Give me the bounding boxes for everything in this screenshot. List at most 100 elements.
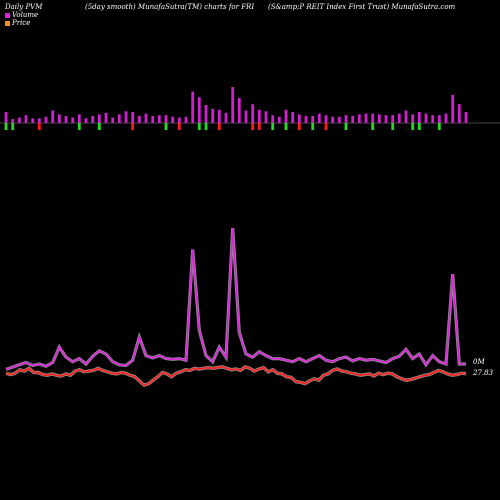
volume-bar bbox=[97, 114, 101, 123]
volume-bar-down bbox=[11, 123, 15, 130]
volume-bar bbox=[204, 105, 208, 123]
volume-bar-down bbox=[164, 123, 168, 130]
chart-period-label: Daily PVM bbox=[5, 3, 43, 11]
volume-bar bbox=[324, 115, 328, 123]
volume-bar-down bbox=[344, 123, 348, 130]
volume-bar bbox=[37, 118, 41, 123]
volume-bar bbox=[297, 114, 301, 123]
volume-bar-down bbox=[131, 123, 135, 130]
volume-bar bbox=[237, 98, 241, 123]
volume-bar bbox=[291, 112, 295, 123]
volume-bar-down bbox=[4, 123, 8, 130]
volume-swatch-icon bbox=[5, 12, 10, 18]
volume-bar bbox=[357, 114, 361, 123]
volume-bar bbox=[464, 112, 468, 123]
volume-line bbox=[5, 227, 466, 371]
volume-bar bbox=[224, 112, 228, 123]
volume-bar bbox=[411, 114, 415, 123]
volume-bar bbox=[164, 115, 168, 123]
volume-bar-down bbox=[217, 123, 221, 130]
volume-bar-down bbox=[391, 123, 395, 130]
volume-bar bbox=[264, 111, 268, 123]
volume-bar-down bbox=[204, 123, 208, 130]
volume-bar bbox=[171, 116, 175, 123]
volume-bar bbox=[344, 115, 348, 123]
volume-bar bbox=[304, 116, 308, 123]
legend-volume: Volume bbox=[5, 11, 38, 19]
volume-bar bbox=[184, 116, 188, 123]
volume-bar bbox=[424, 113, 428, 123]
volume-bar bbox=[51, 110, 55, 123]
volume-bar bbox=[104, 112, 108, 123]
volume-bar bbox=[371, 113, 375, 123]
volume-bar bbox=[397, 113, 401, 123]
volume-bar bbox=[197, 97, 201, 123]
volume-bar bbox=[84, 118, 88, 123]
volume-bar bbox=[284, 109, 288, 123]
volume-bar bbox=[124, 111, 128, 123]
volume-bar bbox=[4, 112, 8, 123]
volume-bar bbox=[137, 116, 141, 123]
volume-bar bbox=[177, 117, 181, 123]
volume-bar-down bbox=[297, 123, 301, 130]
volume-bar bbox=[211, 108, 215, 123]
volume-bar-down bbox=[371, 123, 375, 130]
volume-bar-down bbox=[177, 123, 181, 130]
volume-bar-down bbox=[411, 123, 415, 130]
legend-price: Price bbox=[5, 19, 30, 27]
volume-bar-down bbox=[284, 123, 288, 130]
price-swatch-icon bbox=[5, 20, 10, 26]
volume-bar bbox=[431, 115, 435, 123]
volume-bar bbox=[11, 119, 15, 123]
volume-bar bbox=[351, 116, 355, 123]
volume-bar bbox=[31, 118, 35, 123]
price-line bbox=[5, 365, 467, 387]
volume-end-label: 0M bbox=[473, 358, 485, 366]
volume-bar-down bbox=[257, 123, 261, 130]
volume-bar bbox=[337, 116, 341, 123]
volume-bar bbox=[271, 115, 275, 123]
volume-bar bbox=[331, 116, 335, 123]
volume-bar bbox=[377, 114, 381, 123]
volume-bar bbox=[417, 112, 421, 123]
volume-bar bbox=[457, 104, 461, 123]
volume-bar bbox=[64, 116, 68, 123]
volume-bar-down bbox=[251, 123, 255, 130]
volume-line-glow bbox=[5, 227, 466, 371]
volume-bar bbox=[131, 112, 135, 123]
legend-volume-label: Volume bbox=[12, 11, 39, 19]
volume-bar bbox=[71, 117, 75, 123]
volume-bar-down bbox=[311, 123, 315, 130]
volume-bar bbox=[277, 116, 281, 123]
volume-bar-down bbox=[197, 123, 201, 130]
volume-bar-down bbox=[324, 123, 328, 130]
volume-bar bbox=[244, 110, 248, 123]
volume-bar bbox=[444, 113, 448, 123]
volume-bar-down bbox=[97, 123, 101, 130]
volume-bar bbox=[57, 114, 61, 123]
price-end-label: 27.83 bbox=[472, 369, 494, 377]
volume-bar bbox=[24, 115, 28, 123]
volume-bar bbox=[91, 116, 95, 123]
volume-bar bbox=[157, 115, 161, 123]
volume-bar bbox=[384, 115, 388, 123]
volume-bar bbox=[231, 87, 235, 123]
volume-bar bbox=[251, 104, 255, 123]
volume-bar bbox=[217, 109, 221, 123]
volume-bar bbox=[257, 109, 261, 123]
volume-bar bbox=[451, 94, 455, 123]
legend-price-label: Price bbox=[12, 19, 31, 27]
volume-bar bbox=[317, 113, 321, 123]
volume-bar bbox=[437, 115, 441, 123]
volume-bar bbox=[117, 114, 121, 123]
volume-bar bbox=[311, 116, 315, 123]
volume-bar bbox=[144, 113, 148, 123]
chart-subtitle: (S&amp;P REIT Index First Trust) MunafaS… bbox=[268, 3, 456, 11]
volume-bar-down bbox=[417, 123, 421, 130]
volume-bar bbox=[44, 116, 48, 123]
volume-bar bbox=[191, 91, 195, 123]
volume-bar bbox=[391, 115, 395, 123]
volume-bars bbox=[4, 87, 468, 130]
volume-bar bbox=[151, 116, 155, 123]
